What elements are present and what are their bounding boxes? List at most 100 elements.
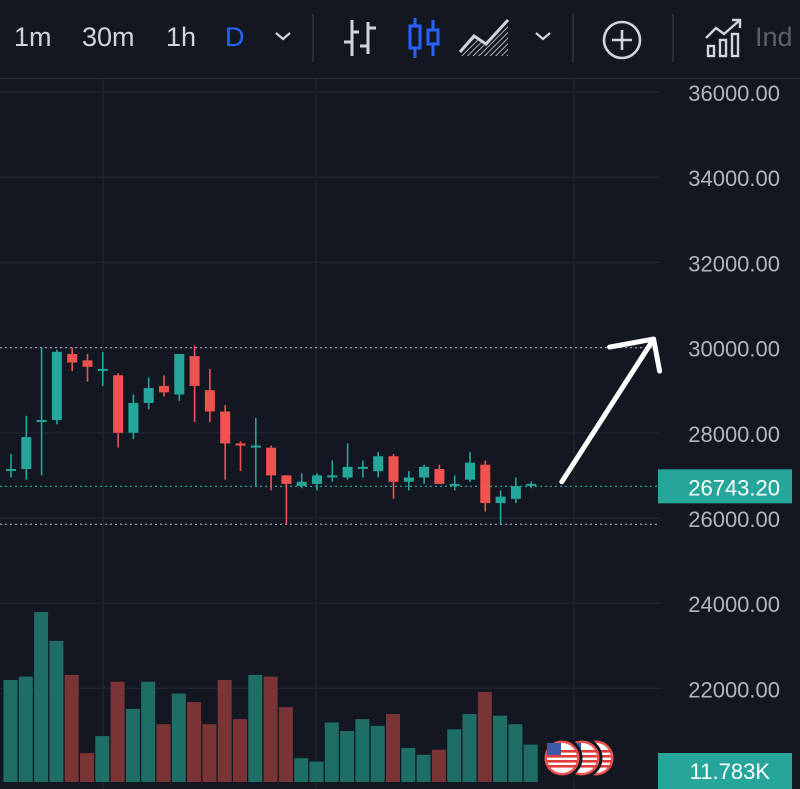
candle [312,473,322,491]
candle [128,394,139,440]
volume-bar [386,714,400,782]
toolbar-divider [312,14,314,62]
volume-bar [18,676,33,782]
chevron-down-icon[interactable] [532,26,554,51]
volume-bar [401,748,416,782]
toolbar: 1m 30m 1h D [0,0,800,79]
candle [51,349,62,425]
us-flag-icon [541,737,583,779]
candle [143,377,154,410]
candle-body [220,411,231,444]
indicators-icon[interactable] [702,16,746,65]
candlestick-icon[interactable] [404,14,444,67]
candle [388,454,399,499]
volume-badge [658,753,792,789]
volume-bar [125,708,140,782]
volume-bar [462,714,477,782]
candle [220,405,231,480]
candle [526,481,537,489]
price-tick-label: 28000.00 [688,422,780,447]
volume-bar [263,676,278,782]
candle-body [143,388,154,403]
candle-body [373,456,384,472]
candle [250,417,261,487]
candle [357,460,368,478]
add-compare-icon[interactable] [600,18,644,67]
candle-body [434,469,445,484]
price-axis[interactable]: 36000.00 34000.00 32000.00 30000.00 28000.00… [658,81,792,789]
volume-bar [278,707,293,782]
candle [189,345,200,423]
candle-body [6,469,16,472]
volume-bar [248,674,263,782]
volume-bar [431,749,446,782]
volume-bar [416,754,431,782]
candle-body [82,360,93,367]
drawing-arrow[interactable] [559,336,663,485]
candle-body [357,466,368,469]
candle-body [189,356,200,386]
candle-body [21,437,32,470]
volume-bar [309,761,324,782]
candle-body [388,456,399,482]
candle [465,451,475,482]
last-price-badge [658,469,792,504]
volume-label: 11.783K [690,759,771,784]
candle [21,415,32,480]
events-flags[interactable] [541,737,617,779]
candle-body [510,486,521,499]
bar-chart-icon[interactable] [340,14,380,67]
last-price-label: 26743.20 [688,475,780,500]
indicators-label[interactable]: Ind [755,22,793,52]
volume-bar [523,744,538,782]
candle-body [403,477,414,482]
area-chart-icon[interactable] [458,14,512,67]
timeframe-30m[interactable]: 30m [82,22,135,52]
candle [97,351,108,386]
toolbar-divider [572,14,574,62]
candle [204,368,215,423]
candle-body [480,464,491,504]
candle-body [342,466,353,478]
candle [6,454,16,478]
timeframe-d[interactable]: D [225,22,245,52]
candle-body [235,443,246,446]
volume-bar [171,693,186,782]
candle-body [128,402,139,433]
candle-body [327,475,338,478]
candle-body [419,466,430,478]
candle [266,445,277,491]
candle [373,451,384,478]
candle [403,471,414,491]
candle [159,375,169,397]
volume-bar [233,719,247,782]
candle [36,347,47,476]
candle-body [67,353,78,363]
candle [510,477,521,504]
candle-body [266,447,277,476]
volume-bar [294,758,309,782]
price-chart[interactable]: 36000.00 34000.00 32000.00 30000.00 28000.00… [0,79,800,789]
volume-bar [508,724,523,782]
price-tick-label: 24000.00 [688,592,780,617]
price-levels [0,347,660,525]
candle [113,373,124,448]
candle-body [449,483,460,486]
volume-bar [3,680,18,782]
candle-body [495,496,506,504]
candle-body [312,475,322,484]
volume-bar [141,681,156,782]
price-tick-label: 30000.00 [688,337,780,362]
candle-body [51,351,62,421]
timeframe-1h[interactable]: 1h [166,22,197,52]
chevron-down-icon[interactable] [272,26,294,51]
timeframe-1m[interactable]: 1m [14,22,52,52]
candle-body [97,368,108,371]
arrow-head [607,336,663,374]
candle-body [296,481,307,487]
candle [480,460,491,512]
candle-body [113,375,124,433]
candle-body [465,462,475,480]
price-tick-label: 22000.00 [688,677,780,702]
candle [296,473,307,489]
